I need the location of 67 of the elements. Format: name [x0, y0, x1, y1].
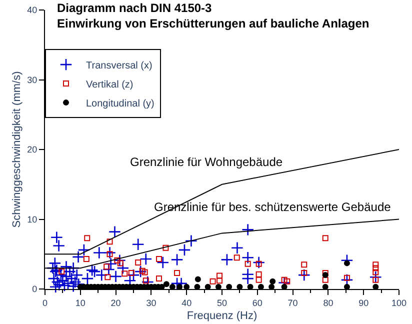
- point: [234, 254, 240, 261]
- x-tick-label: 0: [42, 298, 48, 308]
- x-tick-label: 60: [252, 298, 262, 308]
- point: [210, 278, 216, 284]
- point: [256, 260, 262, 267]
- point: [301, 262, 308, 268]
- point: [322, 272, 328, 278]
- x-tick-label: 100: [391, 298, 407, 308]
- point: [162, 244, 169, 251]
- point: [372, 262, 379, 268]
- point: [322, 276, 328, 283]
- point: [104, 274, 111, 280]
- point: [128, 270, 134, 276]
- y-tick-label: 10: [27, 214, 38, 224]
- legend-label: Vertikal (z): [86, 79, 134, 90]
- annotation: Grenzlinie für Wohngebäude: [130, 155, 283, 169]
- point: [344, 274, 350, 281]
- point: [84, 235, 90, 242]
- x-tick-label: 80: [323, 298, 334, 308]
- x-tick-label: 50: [216, 298, 228, 308]
- point: [163, 281, 170, 288]
- point: [281, 276, 288, 283]
- point: [194, 276, 201, 282]
- point: [344, 260, 350, 266]
- point: [372, 265, 379, 272]
- y-tick-label: 30: [27, 74, 38, 85]
- legend-label: Longitudinal (y): [86, 98, 154, 110]
- x-tick-label: 20: [110, 298, 121, 308]
- point: [270, 278, 276, 284]
- point: [256, 276, 262, 283]
- point: [139, 268, 146, 274]
- point: [156, 256, 162, 262]
- point: [106, 251, 113, 258]
- point: [372, 276, 379, 283]
- x-tick-label: 30: [146, 298, 156, 308]
- y-axis-title: Schwinggeschwindigkeit (mm/s): [10, 71, 23, 228]
- point: [322, 270, 328, 276]
- point: [322, 235, 328, 242]
- point: [106, 238, 113, 245]
- point: [156, 276, 162, 282]
- point: [83, 256, 90, 262]
- point: [301, 270, 308, 276]
- point: [284, 278, 290, 284]
- point: [372, 269, 379, 276]
- point: [216, 278, 223, 284]
- x-tick-label: 40: [182, 298, 192, 308]
- point: [122, 270, 128, 277]
- chart-title: Diagramm nach DIN 4150-3 Einwirkung von Erschütterungen auf bauliche Anlagen: [57, 1, 370, 31]
- point: [58, 268, 65, 275]
- point: [117, 260, 124, 266]
- legend-label: Transversal (x): [86, 60, 152, 72]
- x-tick-label: 90: [358, 298, 369, 308]
- point: [256, 271, 262, 278]
- y-tick-label: 20: [27, 144, 38, 155]
- x-tick-label: 70: [288, 298, 298, 308]
- y-tick-label: 0: [32, 284, 38, 294]
- point: [216, 272, 223, 279]
- point: [104, 264, 110, 270]
- point: [244, 260, 251, 267]
- x-tick-label: 10: [75, 298, 86, 308]
- point: [135, 260, 142, 266]
- point: [142, 278, 149, 284]
- y-tick-label: 40: [27, 5, 38, 16]
- point: [174, 270, 180, 276]
- point: [142, 269, 148, 276]
- point: [114, 257, 120, 264]
- x-axis-title: Frequenz (Hz): [186, 310, 258, 322]
